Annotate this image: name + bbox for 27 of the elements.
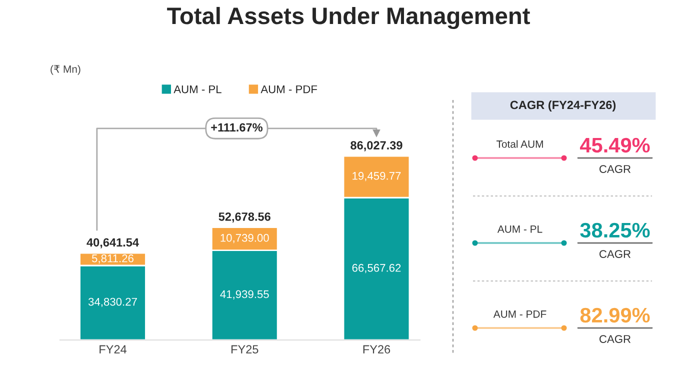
text: 45.49% xyxy=(580,138,650,153)
data-label: 34,830.27 xyxy=(88,298,137,308)
text: 82.99% xyxy=(580,308,650,323)
text: CAGR xyxy=(600,335,631,343)
data-label: 41,939.55 xyxy=(220,290,269,300)
legend-label: AUM - PDF xyxy=(260,85,318,94)
category-label: Total AUM xyxy=(496,140,543,148)
x-tick-label: FY26 xyxy=(363,345,390,354)
category-label: AUM - PL xyxy=(497,226,542,233)
chart-title: Total Assets Under Management xyxy=(167,6,530,30)
total-label: 40,641.54 xyxy=(86,238,139,248)
text: CAGR (FY24-FY26) xyxy=(510,100,616,112)
text: (₹ Mn) xyxy=(50,65,80,75)
total-label: 52,678.56 xyxy=(218,212,270,223)
text: CAGR xyxy=(600,165,631,173)
legend-label: AUM - PL xyxy=(174,85,222,94)
data-label: 66,567.62 xyxy=(352,264,401,274)
category-label: AUM - PDF xyxy=(493,310,546,318)
data-label: 19,459.77 xyxy=(352,172,401,182)
x-tick-label: FY25 xyxy=(231,345,258,354)
data-label: 5,811.26 xyxy=(92,254,134,264)
text: +111.67% xyxy=(211,123,262,132)
total-label: 86,027.39 xyxy=(350,141,402,152)
text: CAGR xyxy=(600,250,631,258)
text: 38.25% xyxy=(580,222,650,238)
data-label: 10,739.00 xyxy=(220,234,269,244)
x-tick-label: FY24 xyxy=(100,345,127,354)
